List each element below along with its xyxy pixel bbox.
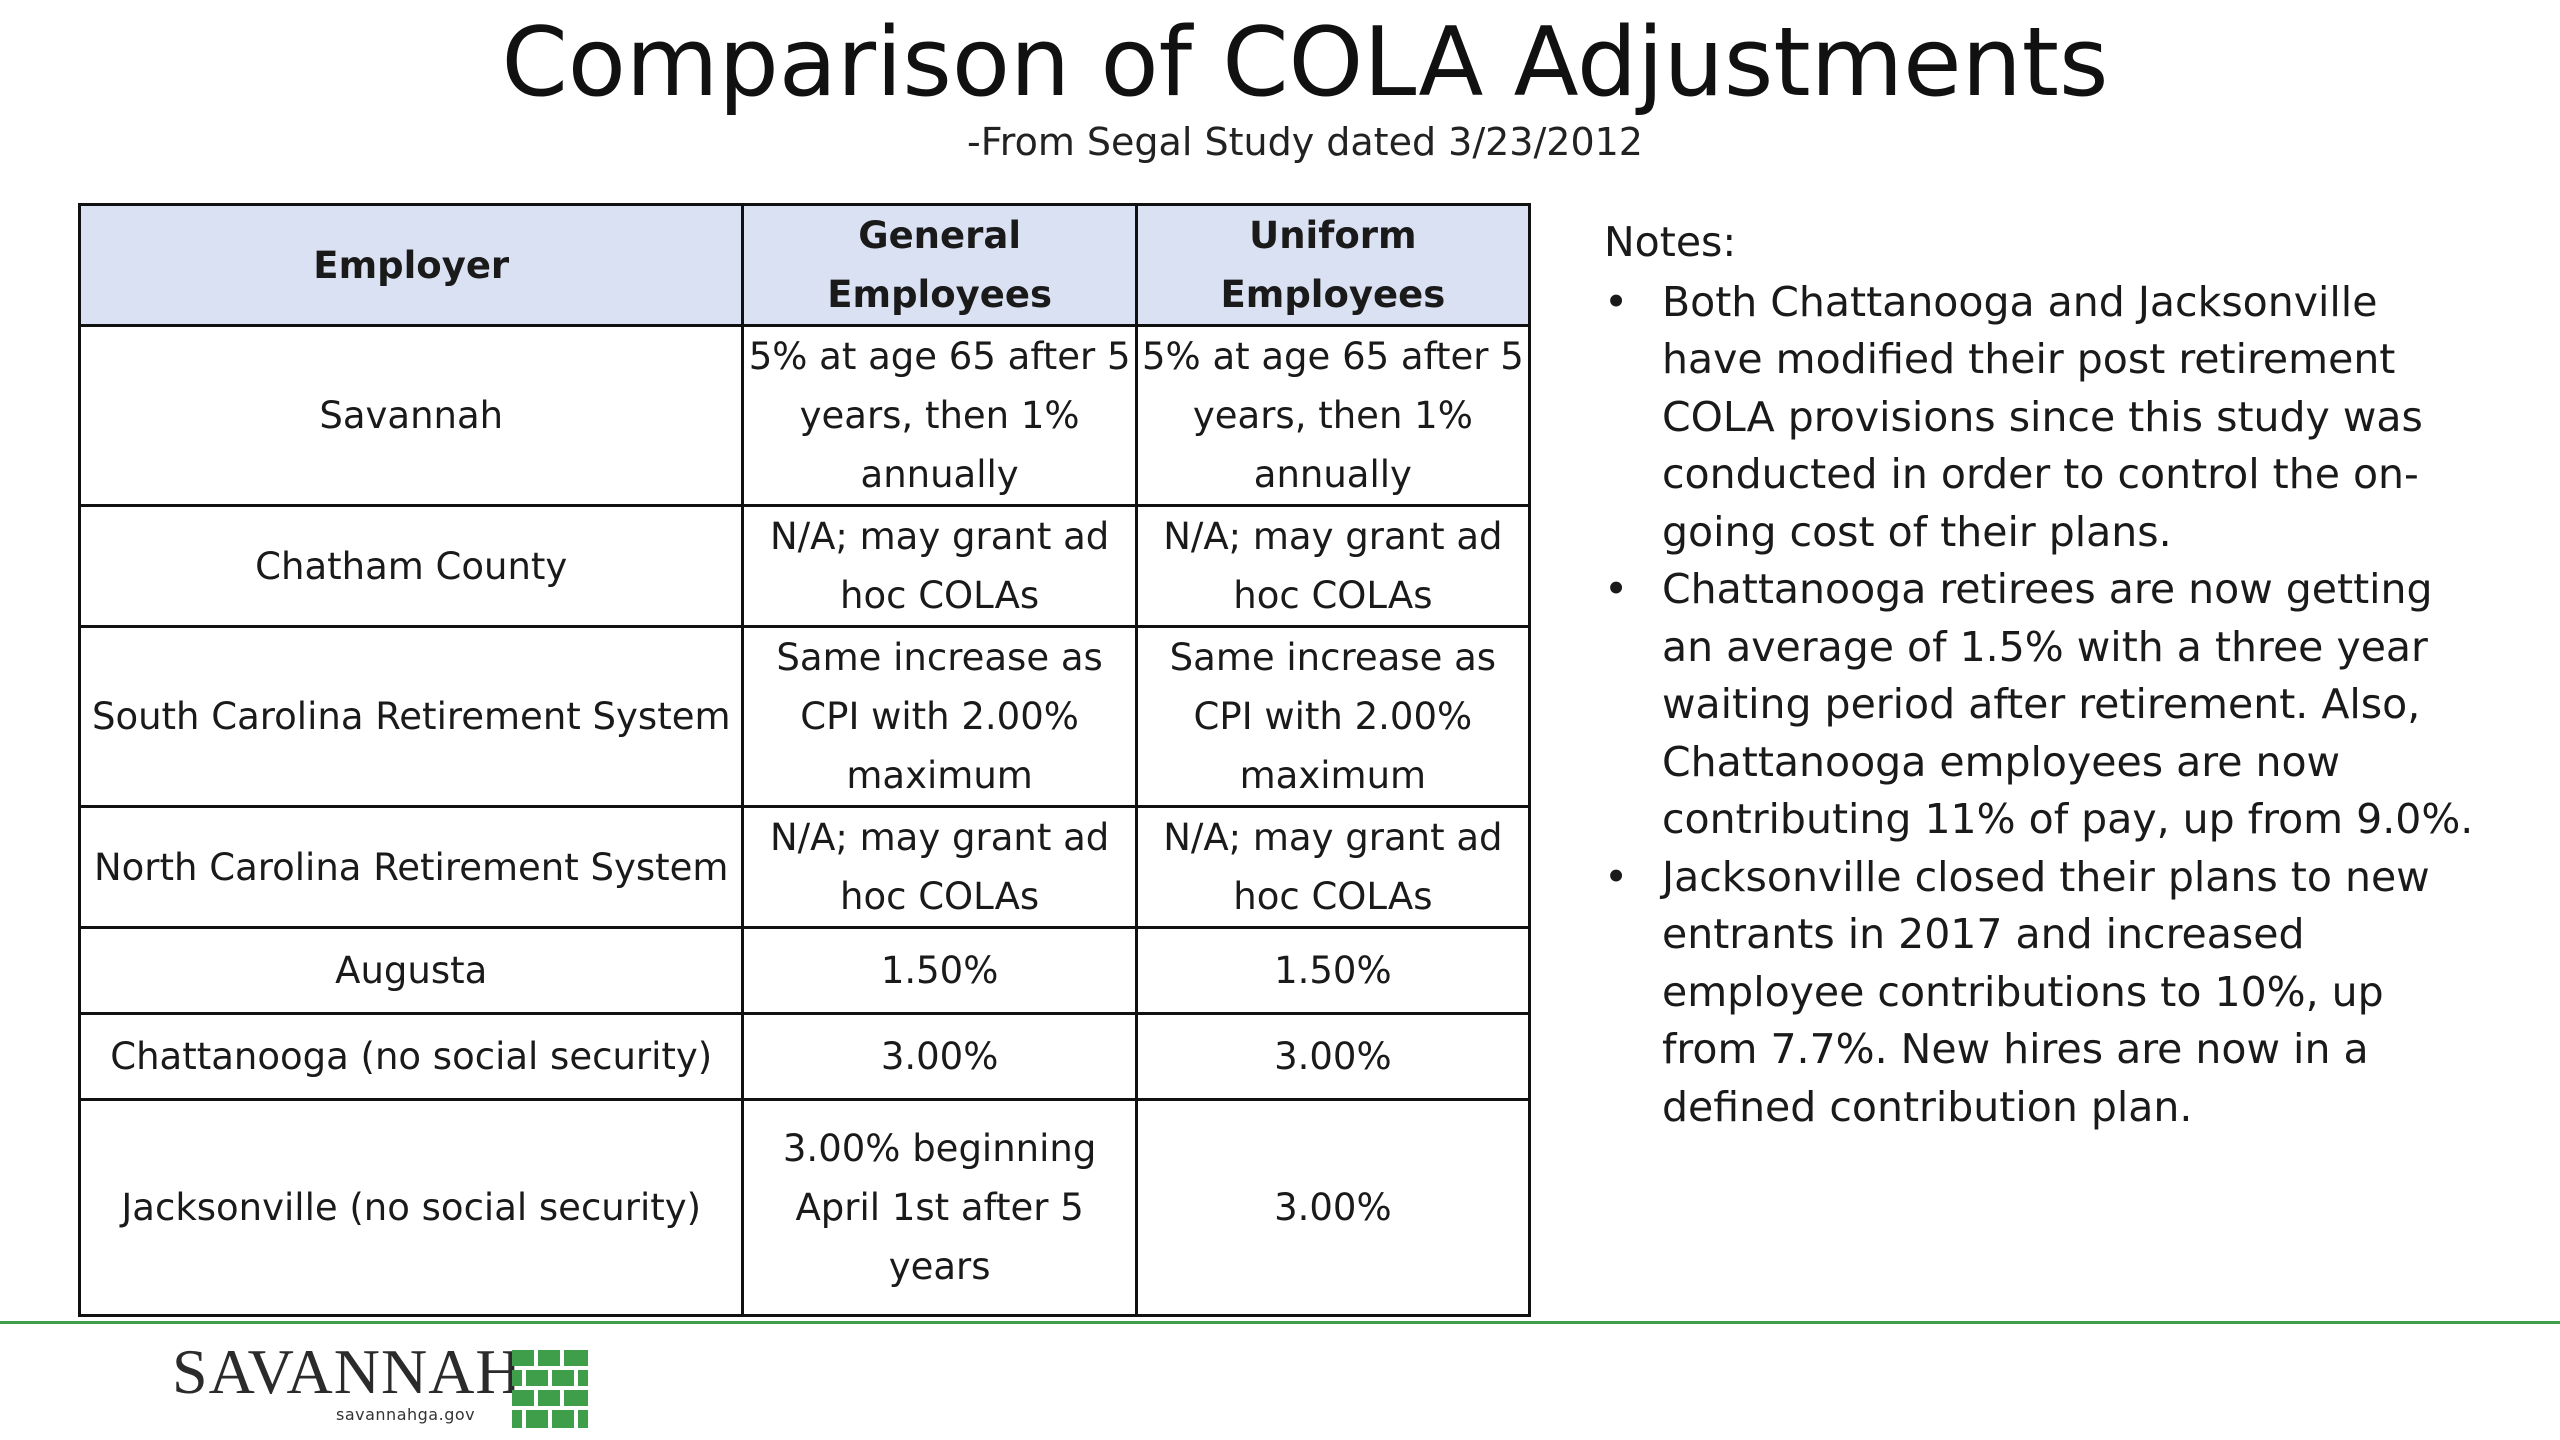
- employer-cell: Jacksonville (no social security): [77, 1098, 745, 1317]
- header-general-employees: General Employees: [741, 203, 1138, 327]
- table-row: South Carolina Retirement System Same in…: [77, 625, 1532, 808]
- employer-cell: Chatham County: [77, 504, 745, 628]
- notes-list: • Both Chattanooga and Jacksonville have…: [1604, 274, 2484, 1137]
- table-row: Chatham County N/A; may grant ad hoc COL…: [77, 504, 1532, 628]
- header-employer: Employer: [77, 203, 745, 327]
- slide-title: Comparison of COLA Adjustments: [501, 8, 2109, 118]
- general-cell: 3.00% beginning April 1st after 5 years: [741, 1098, 1138, 1317]
- employer-cell: Augusta: [77, 926, 745, 1015]
- employer-cell: Chattanooga (no social security): [77, 1012, 745, 1101]
- note-item: • Both Chattanooga and Jacksonville have…: [1604, 274, 2484, 562]
- note-text: Jacksonville closed their plans to new e…: [1662, 852, 2430, 1131]
- employer-cell: South Carolina Retirement System: [77, 625, 745, 808]
- uniform-cell: N/A; may grant ad hoc COLAs: [1134, 805, 1532, 929]
- cola-comparison-table: Employer General Employees Uniform Emplo…: [77, 203, 1532, 1317]
- uniform-cell: Same increase as CPI with 2.00% maximum: [1134, 625, 1532, 808]
- uniform-cell: 1.50%: [1134, 926, 1532, 1015]
- savannah-logo-url: savannahga.gov: [336, 1405, 476, 1424]
- slide-subtitle: -From Segal Study dated 3/23/2012: [966, 120, 1643, 164]
- uniform-cell: 3.00%: [1134, 1098, 1532, 1317]
- general-cell: N/A; may grant ad hoc COLAs: [741, 504, 1138, 628]
- employer-cell: Savannah: [77, 324, 745, 507]
- bullet-icon: •: [1604, 852, 1629, 901]
- general-cell: 1.50%: [741, 926, 1138, 1015]
- table-row: North Carolina Retirement System N/A; ma…: [77, 805, 1532, 929]
- bullet-icon: •: [1604, 565, 1629, 613]
- header-uniform-employees: Uniform Employees: [1134, 203, 1532, 327]
- note-item: • Chattanooga retirees are now getting a…: [1604, 561, 2484, 849]
- general-cell: Same increase as CPI with 2.00% maximum: [741, 625, 1138, 808]
- employer-cell: North Carolina Retirement System: [77, 805, 745, 929]
- note-item: • Jacksonville closed their plans to new…: [1604, 849, 2484, 1137]
- table-row: Chattanooga (no social security) 3.00% 3…: [77, 1012, 1532, 1101]
- table-row: Jacksonville (no social security) 3.00% …: [77, 1098, 1532, 1317]
- bullet-icon: •: [1604, 277, 1629, 326]
- note-text: Both Chattanooga and Jacksonville have m…: [1662, 277, 2423, 556]
- table-row: Augusta 1.50% 1.50%: [77, 926, 1532, 1015]
- general-cell: 5% at age 65 after 5 years, then 1% annu…: [741, 324, 1138, 507]
- note-text: Chattanooga retirees are now getting an …: [1662, 565, 2474, 843]
- savannah-logo-text: SAVANNAH: [172, 1336, 523, 1407]
- table-row: Savannah 5% at age 65 after 5 years, the…: [77, 324, 1532, 507]
- uniform-cell: N/A; may grant ad hoc COLAs: [1134, 504, 1532, 628]
- general-cell: 3.00%: [741, 1012, 1138, 1101]
- general-cell: N/A; may grant ad hoc COLAs: [741, 805, 1138, 929]
- notes-heading: Notes:: [1604, 218, 1737, 266]
- brick-wall-icon: [512, 1350, 588, 1428]
- table-header-row: Employer General Employees Uniform Emplo…: [77, 203, 1532, 327]
- uniform-cell: 5% at age 65 after 5 years, then 1% annu…: [1134, 324, 1532, 507]
- footer-divider: [0, 1321, 2560, 1324]
- notes-panel: Notes: • Both Chattanooga and Jacksonvil…: [1604, 214, 2484, 1136]
- uniform-cell: 3.00%: [1134, 1012, 1532, 1101]
